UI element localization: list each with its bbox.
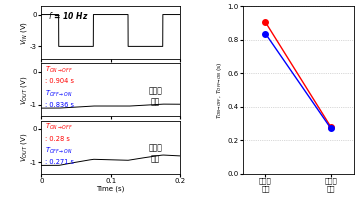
Text: : 0.836 s: : 0.836 s [46,102,74,107]
Text: : 0.904 s: : 0.904 s [46,78,74,84]
Y-axis label: $V_{OUT}$ (V): $V_{OUT}$ (V) [19,133,29,162]
Y-axis label: $V_{OUT}$ (V): $V_{OUT}$ (V) [19,75,29,105]
Text: : 0.271 s: : 0.271 s [46,159,74,165]
Text: $T_{OFF \rightarrow ON}$: $T_{OFF \rightarrow ON}$ [46,146,73,156]
Text: 수직형
구조: 수직형 구조 [148,144,162,163]
Text: $T_{OFF \rightarrow ON}$: $T_{OFF \rightarrow ON}$ [46,89,73,99]
Text: $T_{ON \rightarrow OFF}$: $T_{ON \rightarrow OFF}$ [46,122,73,133]
Text: : 0.28 s: : 0.28 s [46,136,70,142]
Text: $T_{ON \rightarrow OFF}$: $T_{ON \rightarrow OFF}$ [46,65,73,75]
Y-axis label: $V_{IN}$ (V): $V_{IN}$ (V) [19,21,29,45]
Y-axis label: $T_{ON→OFF}$, $T_{OFF→ON}$ (s): $T_{ON→OFF}$, $T_{OFF→ON}$ (s) [215,61,224,119]
X-axis label: Time (s): Time (s) [97,185,125,192]
Text: $f$ = 10 Hz: $f$ = 10 Hz [48,10,89,21]
Text: 평면형
구조: 평면형 구조 [148,86,162,106]
